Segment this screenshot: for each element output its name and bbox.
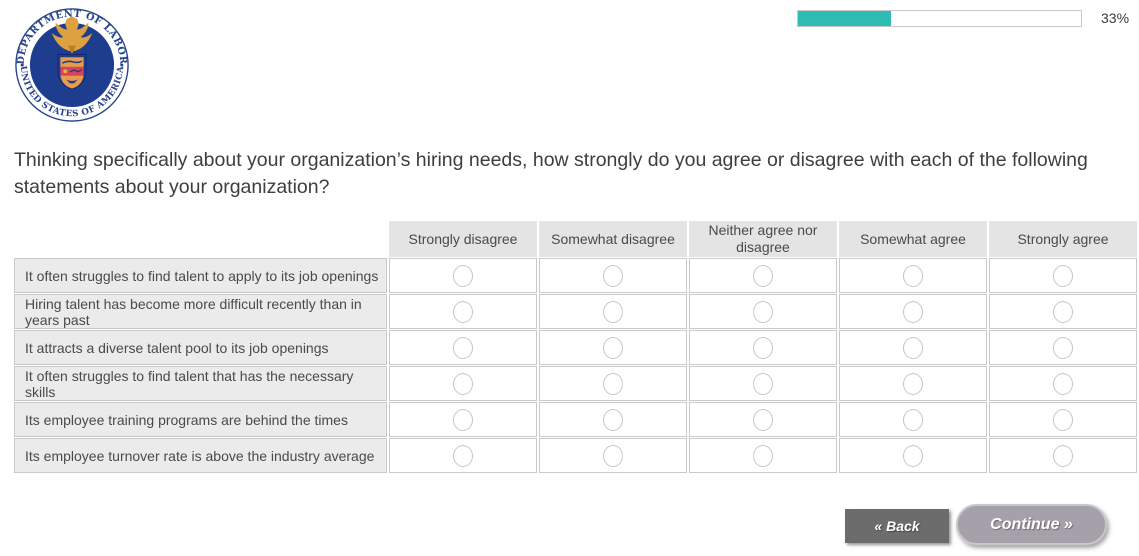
eagle-icon bbox=[51, 16, 93, 55]
radio-cell-r3-c4[interactable] bbox=[989, 366, 1137, 401]
radio-cell-r0-c0[interactable] bbox=[389, 258, 537, 293]
table-row: Its employee training programs are behin… bbox=[14, 402, 1137, 437]
radio-button-r1-c3[interactable] bbox=[903, 300, 923, 323]
radio-button-r4-c4[interactable] bbox=[1053, 408, 1073, 431]
radio-cell-r0-c1[interactable] bbox=[539, 258, 687, 293]
radio-button-r2-c1[interactable] bbox=[603, 336, 623, 359]
corner-cell bbox=[14, 221, 387, 257]
radio-cell-r0-c4[interactable] bbox=[989, 258, 1137, 293]
radio-button-r2-c3[interactable] bbox=[903, 336, 923, 359]
progress-bar bbox=[797, 10, 1082, 27]
radio-button-r1-c2[interactable] bbox=[753, 300, 773, 323]
radio-cell-r1-c3[interactable] bbox=[839, 294, 987, 329]
radio-cell-r1-c2[interactable] bbox=[689, 294, 837, 329]
radio-cell-r1-c4[interactable] bbox=[989, 294, 1137, 329]
radio-button-r3-c2[interactable] bbox=[753, 372, 773, 395]
radio-cell-r3-c2[interactable] bbox=[689, 366, 837, 401]
radio-button-r3-c1[interactable] bbox=[603, 372, 623, 395]
radio-button-r1-c4[interactable] bbox=[1053, 300, 1073, 323]
row-statement-0: It often struggles to find talent to app… bbox=[14, 258, 387, 293]
dol-seal-icon: DEPARTMENT OF LABOR UNITED STATES OF AME… bbox=[15, 8, 129, 122]
progress-percent-label: 33% bbox=[1101, 10, 1130, 26]
radio-button-r0-c0[interactable] bbox=[453, 264, 473, 287]
radio-button-r4-c3[interactable] bbox=[903, 408, 923, 431]
radio-button-r3-c4[interactable] bbox=[1053, 372, 1073, 395]
shield-icon bbox=[57, 53, 87, 90]
radio-button-r0-c2[interactable] bbox=[753, 264, 773, 287]
radio-cell-r2-c3[interactable] bbox=[839, 330, 987, 365]
radio-button-r5-c4[interactable] bbox=[1053, 444, 1073, 467]
radio-button-r1-c1[interactable] bbox=[603, 300, 623, 323]
radio-button-r3-c3[interactable] bbox=[903, 372, 923, 395]
radio-button-r2-c2[interactable] bbox=[753, 336, 773, 359]
row-statement-5: Its employee turnover rate is above the … bbox=[14, 438, 387, 473]
radio-cell-r5-c2[interactable] bbox=[689, 438, 837, 473]
radio-cell-r4-c1[interactable] bbox=[539, 402, 687, 437]
radio-cell-r0-c3[interactable] bbox=[839, 258, 987, 293]
radio-cell-r3-c1[interactable] bbox=[539, 366, 687, 401]
table-row: Hiring talent has become more difficult … bbox=[14, 294, 1137, 329]
radio-cell-r4-c4[interactable] bbox=[989, 402, 1137, 437]
radio-cell-r2-c2[interactable] bbox=[689, 330, 837, 365]
table-row: It often struggles to find talent to app… bbox=[14, 258, 1137, 293]
continue-button[interactable]: Continue » bbox=[956, 504, 1107, 545]
row-statement-1: Hiring talent has become more difficult … bbox=[14, 294, 387, 329]
radio-cell-r3-c3[interactable] bbox=[839, 366, 987, 401]
radio-button-r4-c0[interactable] bbox=[453, 408, 473, 431]
radio-cell-r4-c0[interactable] bbox=[389, 402, 537, 437]
table-row: Its employee turnover rate is above the … bbox=[14, 438, 1137, 473]
radio-cell-r4-c3[interactable] bbox=[839, 402, 987, 437]
table-row: It attracts a diverse talent pool to its… bbox=[14, 330, 1137, 365]
progress-bar-fill bbox=[798, 11, 892, 26]
row-statement-4: Its employee training programs are behin… bbox=[14, 402, 387, 437]
question-text: Thinking specifically about your organiz… bbox=[14, 149, 1088, 198]
radio-button-r3-c0[interactable] bbox=[453, 372, 473, 395]
radio-button-r0-c1[interactable] bbox=[603, 264, 623, 287]
table-row: It often struggles to find talent that h… bbox=[14, 366, 1137, 401]
radio-button-r5-c2[interactable] bbox=[753, 444, 773, 467]
radio-button-r0-c4[interactable] bbox=[1053, 264, 1073, 287]
column-header-0: Strongly disagree bbox=[389, 221, 537, 257]
radio-cell-r2-c1[interactable] bbox=[539, 330, 687, 365]
radio-button-r4-c2[interactable] bbox=[753, 408, 773, 431]
radio-button-r1-c0[interactable] bbox=[453, 300, 473, 323]
radio-button-r5-c0[interactable] bbox=[453, 444, 473, 467]
radio-cell-r0-c2[interactable] bbox=[689, 258, 837, 293]
radio-button-r4-c1[interactable] bbox=[603, 408, 623, 431]
radio-cell-r2-c0[interactable] bbox=[389, 330, 537, 365]
likert-matrix: Strongly disagree Somewhat disagree Neithe… bbox=[12, 220, 1139, 474]
radio-button-r5-c3[interactable] bbox=[903, 444, 923, 467]
radio-cell-r3-c0[interactable] bbox=[389, 366, 537, 401]
radio-cell-r2-c4[interactable] bbox=[989, 330, 1137, 365]
radio-cell-r5-c0[interactable] bbox=[389, 438, 537, 473]
column-header-3: Somewhat agree bbox=[839, 221, 987, 257]
radio-button-r0-c3[interactable] bbox=[903, 264, 923, 287]
dol-seal-logo: DEPARTMENT OF LABOR UNITED STATES OF AME… bbox=[14, 6, 130, 124]
back-button[interactable]: « Back bbox=[845, 509, 949, 543]
column-header-4: Strongly agree bbox=[989, 221, 1137, 257]
radio-button-r2-c4[interactable] bbox=[1053, 336, 1073, 359]
row-statement-2: It attracts a diverse talent pool to its… bbox=[14, 330, 387, 365]
radio-button-r5-c1[interactable] bbox=[603, 444, 623, 467]
radio-cell-r4-c2[interactable] bbox=[689, 402, 837, 437]
radio-cell-r5-c1[interactable] bbox=[539, 438, 687, 473]
radio-cell-r5-c3[interactable] bbox=[839, 438, 987, 473]
radio-cell-r5-c4[interactable] bbox=[989, 438, 1137, 473]
radio-cell-r1-c1[interactable] bbox=[539, 294, 687, 329]
column-header-2: Neither agree nor disagree bbox=[689, 221, 837, 257]
column-header-1: Somewhat disagree bbox=[539, 221, 687, 257]
radio-button-r2-c0[interactable] bbox=[453, 336, 473, 359]
row-statement-3: It often struggles to find talent that h… bbox=[14, 366, 387, 401]
radio-cell-r1-c0[interactable] bbox=[389, 294, 537, 329]
